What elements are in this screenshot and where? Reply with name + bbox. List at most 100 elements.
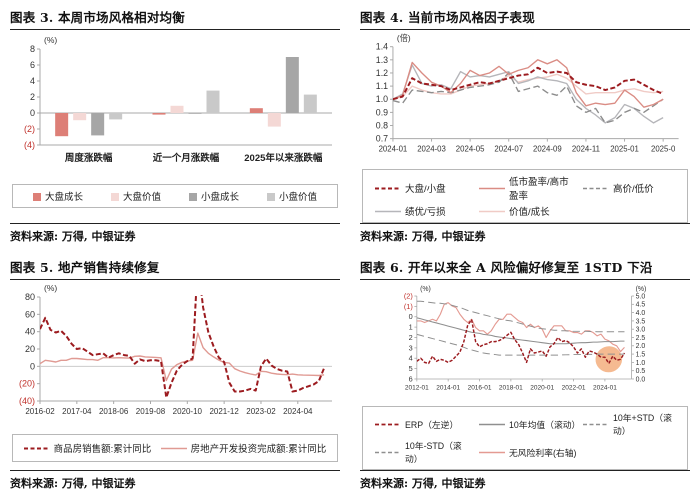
svg-text:0.9: 0.9: [376, 107, 388, 117]
legend-swatch-icon: [375, 210, 401, 212]
title-rule: [360, 279, 690, 280]
legend-swatch-icon: [266, 192, 275, 201]
svg-text:4: 4: [30, 76, 35, 86]
svg-text:40: 40: [25, 327, 35, 337]
legend-swatch-icon: [478, 187, 505, 189]
legend-item: 低市盈率/高市盈率: [473, 173, 577, 203]
svg-text:2024-04: 2024-04: [283, 407, 313, 416]
figure-3-legend: 大盘成长 大盘价值 小盘成长 小盘价值: [12, 184, 338, 208]
svg-text:80: 80: [25, 292, 35, 302]
legend-item: 10年+STD（滚动）: [577, 410, 681, 438]
svg-text:周度涨跌幅: 周度涨跌幅: [65, 152, 113, 164]
svg-text:4.0: 4.0: [636, 310, 646, 317]
figure-6-legend: ERP（左逆） 10年均值（滚动） 10年+STD（滚动） 10年-STD（滚动） 无风…: [362, 406, 688, 470]
legend-label: 10年-STD（滚动）: [405, 441, 462, 464]
svg-text:2.0: 2.0: [636, 343, 646, 350]
svg-text:2016-02: 2016-02: [25, 407, 55, 416]
svg-text:20: 20: [25, 344, 35, 354]
legend-label: 高价/低价: [612, 184, 654, 195]
svg-text:(倍): (倍): [397, 33, 411, 43]
panel-figure-3: 图表 3. 本周市场风格相对均衡 8 6 4 2 0 (2) (4) 周度涨跌幅 近一个月涨跌幅…: [0, 0, 350, 250]
svg-text:(1): (1): [404, 302, 413, 311]
figure-4-title: 图表 4. 当前市场风格因子表现: [360, 10, 535, 25]
svg-text:2018-01: 2018-01: [499, 385, 523, 392]
svg-text:0.5: 0.5: [636, 368, 646, 375]
svg-text:1.5: 1.5: [636, 352, 646, 359]
legend-item: 绩优/亏损: [369, 203, 473, 219]
legend-swatch-icon: [478, 210, 505, 212]
figure-3-source: 资料来源: 万得, 中银证券: [10, 223, 340, 246]
svg-text:2024-05: 2024-05: [456, 144, 485, 153]
svg-text:(%): (%): [420, 286, 431, 293]
legend-item: 10年-STD（滚动）: [369, 438, 473, 466]
legend-label: 小盘价值: [278, 192, 317, 203]
legend-label: 房地产开发投资完成额:累计同比: [190, 444, 327, 455]
svg-text:2024-01: 2024-01: [593, 385, 617, 392]
legend-label: 大盘/小盘: [405, 184, 446, 195]
svg-text:4: 4: [409, 354, 413, 363]
svg-text:2024-11: 2024-11: [572, 144, 600, 153]
svg-text:2020-10: 2020-10: [173, 407, 203, 416]
svg-text:2020-01: 2020-01: [530, 385, 554, 392]
legend-label: 价值/成长: [508, 207, 550, 218]
legend-item: 大盘价值: [97, 188, 175, 204]
legend-label: 10年+STD（滚动）: [612, 413, 672, 436]
legend-swatch-icon: [582, 187, 609, 189]
svg-text:2021-12: 2021-12: [209, 407, 239, 416]
panel-figure-4: 图表 4. 当前市场风格因子表现 1.4 1.3 1.2 1.1 1.0 0.9 0.8 0.…: [350, 0, 700, 250]
svg-text:2012-01: 2012-01: [405, 385, 429, 392]
svg-text:4.5: 4.5: [636, 302, 646, 309]
title-rule: [360, 29, 690, 30]
svg-text:1.2: 1.2: [376, 68, 388, 78]
svg-text:2.5: 2.5: [636, 335, 646, 342]
svg-text:2024-07: 2024-07: [494, 144, 523, 153]
svg-text:1.0: 1.0: [636, 360, 646, 367]
svg-text:60: 60: [25, 309, 35, 319]
svg-text:(2): (2): [404, 291, 413, 300]
legend-item: 商品房销售额:累计同比: [23, 440, 151, 456]
title-rule: [10, 29, 340, 30]
svg-text:近一个月涨跌幅: 近一个月涨跌幅: [153, 152, 220, 164]
legend-swatch-icon: [582, 423, 609, 425]
legend-swatch-icon: [375, 451, 401, 453]
svg-text:2023-02: 2023-02: [246, 407, 276, 416]
svg-text:8: 8: [30, 44, 35, 54]
svg-text:6: 6: [30, 60, 35, 70]
svg-text:5: 5: [409, 364, 413, 373]
legend-item: 小盘价值: [253, 188, 331, 204]
svg-text:5.0: 5.0: [636, 293, 646, 300]
svg-text:0: 0: [409, 312, 413, 321]
legend-swatch-icon: [375, 423, 401, 425]
legend-swatch-icon: [188, 192, 197, 201]
legend-label: 大盘价值: [122, 192, 161, 203]
svg-text:(4): (4): [24, 140, 35, 150]
svg-text:2: 2: [30, 92, 35, 102]
svg-text:0.0: 0.0: [636, 376, 646, 383]
legend-label: 绩优/亏损: [405, 207, 446, 218]
figure-5-legend: 商品房销售额:累计同比 房地产开发投资完成额:累计同比: [12, 434, 338, 462]
legend-swatch-icon: [110, 192, 119, 201]
panel-figure-6: 图表 6. 开年以来全 A 风险偏好修复至 1STD 下沿 (2) (1) 0 1 2 3…: [350, 250, 700, 497]
svg-text:3.5: 3.5: [636, 318, 646, 325]
svg-text:2016-01: 2016-01: [468, 385, 492, 392]
svg-text:(2): (2): [24, 124, 35, 134]
legend-item: 10年均值（滚动）: [473, 417, 580, 432]
svg-text:2025-0: 2025-0: [651, 144, 676, 153]
legend-swatch-icon: [23, 447, 50, 449]
svg-text:2025年以来涨跌幅: 2025年以来涨跌幅: [244, 152, 323, 164]
svg-text:(40): (40): [19, 396, 35, 406]
svg-text:2: 2: [409, 333, 413, 342]
legend-item: 房地产开发投资完成额:累计同比: [160, 440, 327, 456]
svg-text:2024-01: 2024-01: [379, 144, 408, 153]
legend-swatch-icon: [375, 187, 401, 189]
figure-6-title: 图表 6. 开年以来全 A 风险偏好修复至 1STD 下沿: [360, 260, 653, 275]
svg-text:(%): (%): [636, 286, 647, 293]
line-chart-erp-risk-appetite: (2) (1)0 123 456 5.0 4.54.03.5 3.02.52.0 1.51.0…: [404, 286, 647, 392]
legend-item: 高价/低价: [577, 180, 681, 196]
figure-5-source: 资料来源: 万得, 中银证券: [10, 470, 340, 493]
legend-swatch-icon: [478, 451, 505, 453]
svg-text:0: 0: [30, 361, 35, 371]
legend-label: 大盘成长: [44, 192, 83, 203]
legend-label: 小盘成长: [200, 192, 239, 203]
source-text: 资料来源: 万得, 中银证券: [360, 230, 486, 243]
